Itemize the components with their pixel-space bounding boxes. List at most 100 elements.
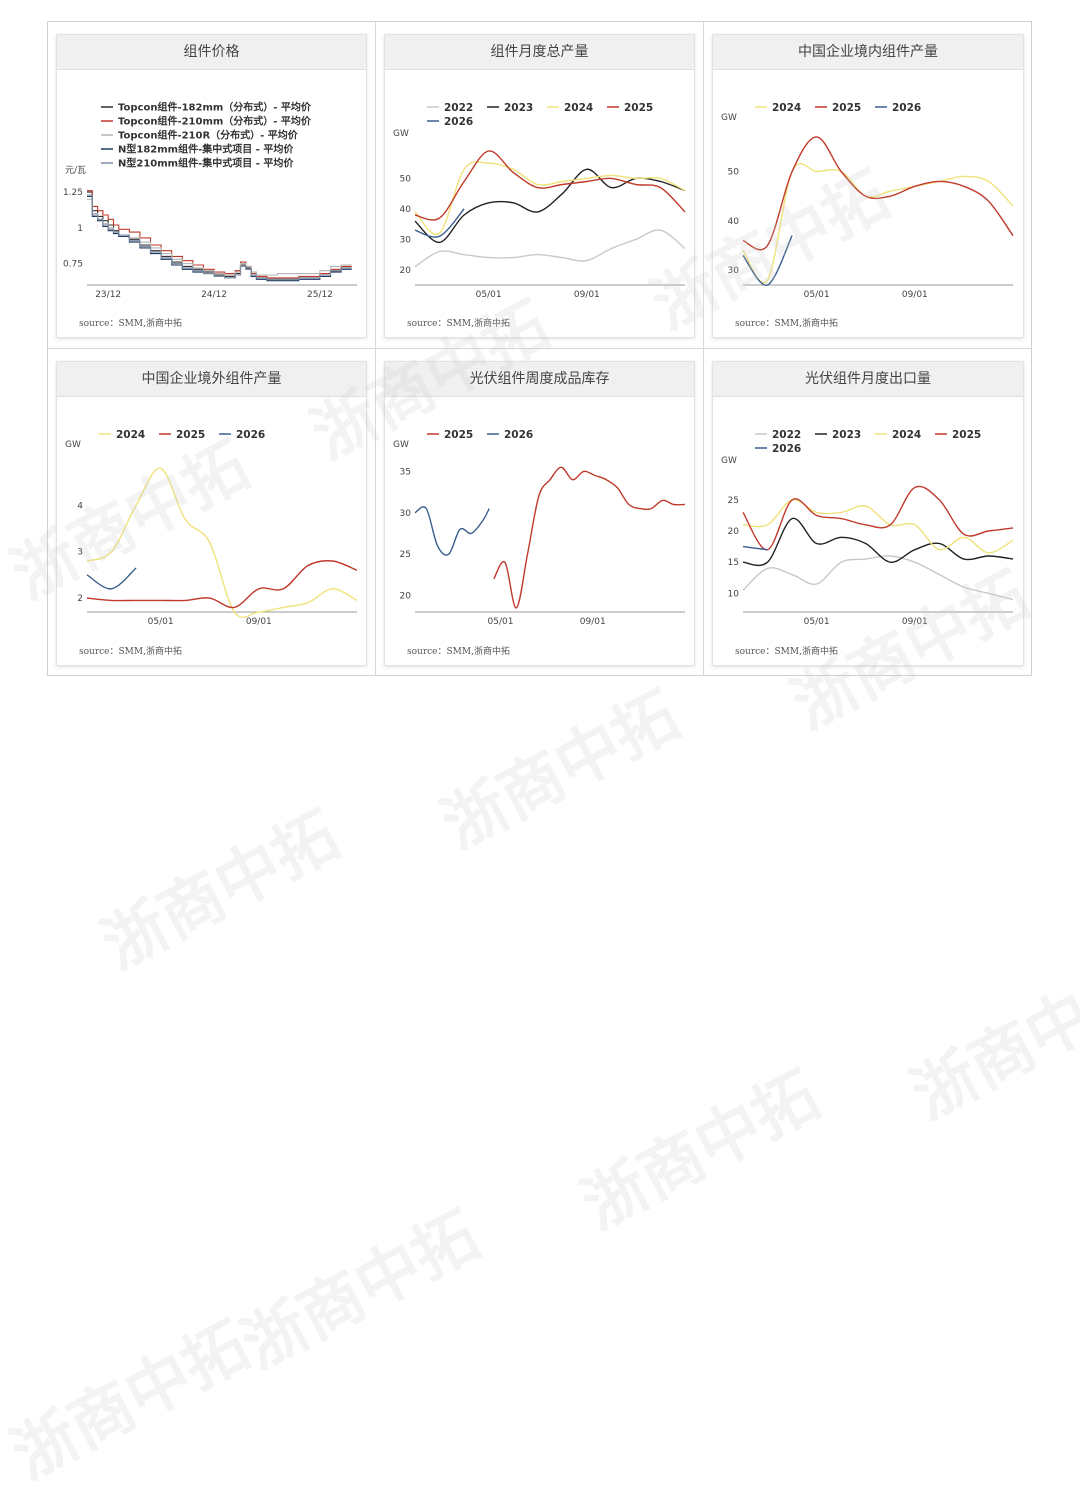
chart-title: 中国企业境内组件产量: [713, 35, 1023, 70]
series-line-2023: [742, 517, 1014, 567]
series-line-N型182mm组件-集中式项目-平均价: [87, 195, 352, 282]
series-line-Topcon组件-210R（分布式）-平均价: [87, 198, 352, 276]
y-axis-label: GW: [393, 440, 409, 450]
x-tick-label: 25/12: [307, 290, 333, 300]
chart-card-module-price: 组件价格 元/瓦 0.75 1 1.25 23/12 24/12 25/12 Topcon组件…: [56, 34, 367, 338]
x-tick-label: 05/01: [488, 617, 514, 627]
series-line-2025: [414, 150, 686, 221]
y-tick-label: 1: [77, 224, 83, 234]
y-axis-label: 元/瓦: [65, 165, 86, 176]
source-note: source：SMM,浙商中拓: [735, 319, 838, 329]
y-tick-label: 35: [400, 467, 411, 477]
chart-grid: 组件价格 元/瓦 0.75 1 1.25 23/12 24/12 25/12 Topcon组件…: [47, 21, 1032, 676]
panel-cell: 光伏组件周度成品库存 GW 20 25 30 35 05/01 09/01 2025 2026 …: [376, 349, 704, 676]
y-tick-label: 1.25: [63, 188, 83, 198]
source-note: source：SMM,浙商中拓: [407, 647, 510, 657]
x-tick-label: 09/01: [574, 290, 600, 300]
chart-overseas-output: GW 2 3 4 05/01 09/01 2024 2025 2026: [65, 429, 358, 627]
x-tick-label: 09/01: [902, 617, 928, 627]
y-tick-label: 0.75: [63, 260, 83, 270]
chart-title: 光伏组件月度出口量: [713, 362, 1023, 397]
legend-label: Topcon组件-210R（分布式）- 平均价: [118, 129, 299, 142]
source-note: source：SMM,浙商中拓: [79, 319, 182, 329]
x-tick-label: 09/01: [246, 617, 272, 627]
series-line-2024: [86, 467, 358, 619]
watermark: 浙商中拓: [230, 1198, 492, 1385]
chart-domestic-output: GW 30 40 50 05/01 09/01 2024 2025 2026: [721, 102, 1014, 300]
legend-label: 2025: [952, 429, 981, 441]
y-tick-label: 50: [400, 174, 412, 184]
watermark: 浙商中拓: [0, 1308, 262, 1495]
series-line-2025: [493, 466, 686, 609]
y-axis-label: GW: [721, 456, 737, 466]
y-tick-label: 20: [728, 527, 740, 537]
legend-label: 2022: [772, 429, 801, 441]
series-line-2026: [742, 235, 793, 286]
y-tick-label: 50: [728, 167, 740, 177]
series-line-N型210mm组件-集中式项目-平均价: [87, 194, 352, 280]
y-axis-label: GW: [65, 440, 81, 450]
legend-label: 2024: [116, 429, 145, 441]
y-tick-label: 30: [400, 235, 412, 245]
legend-label: Topcon组件-210mm（分布式）- 平均价: [118, 115, 312, 128]
legend-label: 2025: [176, 429, 205, 441]
x-tick-label: 24/12: [201, 290, 227, 300]
legend-label: Topcon组件-182mm（分布式）- 平均价: [118, 101, 312, 114]
watermark: 浙商中拓: [570, 1058, 832, 1245]
y-tick-label: 25: [728, 496, 739, 506]
legend-label: 2026: [504, 429, 533, 441]
chart-card-domestic-output: 中国企业境内组件产量 GW 30 40 50 05/01 09/01 2024 2025 202…: [712, 34, 1024, 338]
legend-label: 2024: [564, 102, 593, 114]
legend-label: 2026: [772, 443, 801, 455]
series-line-2024: [742, 499, 1014, 554]
x-tick-label: 05/01: [476, 290, 502, 300]
chart-title: 光伏组件周度成品库存: [385, 362, 694, 397]
y-tick-label: 20: [400, 591, 412, 601]
watermark: 浙商中拓: [900, 948, 1080, 1135]
series-line-Topcon组件-210mm（分布式）-平均价: [87, 190, 352, 279]
x-tick-label: 05/01: [804, 617, 830, 627]
chart-title: 组件价格: [57, 35, 366, 70]
series-line-2026: [414, 506, 490, 556]
legend-label: 2024: [772, 102, 801, 114]
chart-title: 中国企业境外组件产量: [57, 362, 366, 397]
y-tick-label: 40: [728, 217, 740, 227]
legend-label: 2025: [832, 102, 861, 114]
y-tick-label: 30: [728, 266, 740, 276]
watermark: 浙商中拓: [90, 798, 352, 985]
y-axis-label: GW: [721, 113, 737, 123]
chart-card-monthly-output: 组件月度总产量 GW 20 30 40 50 05/01 09/01 2022 2023 2024…: [384, 34, 695, 338]
panel-cell: 中国企业境外组件产量 GW 2 3 4 05/01 09/01 2024 2025 2026 s…: [48, 349, 376, 676]
series-line-2026: [414, 208, 465, 238]
legend-label: N型182mm组件-集中式项目 - 平均价: [118, 143, 294, 156]
y-tick-label: 25: [400, 550, 411, 560]
y-tick-label: 15: [728, 558, 739, 568]
y-tick-label: 10: [728, 589, 740, 599]
legend-label: N型210mm组件-集中式项目 - 平均价: [118, 157, 294, 170]
chart-card-weekly-inventory: 光伏组件周度成品库存 GW 20 25 30 35 05/01 09/01 2025 2026 …: [384, 361, 695, 666]
x-tick-label: 09/01: [580, 617, 606, 627]
legend-label: 2023: [832, 429, 861, 441]
y-tick-label: 3: [77, 548, 83, 558]
series-line-2024: [742, 162, 1014, 284]
y-axis-label: GW: [393, 129, 409, 139]
chart-card-monthly-export: 光伏组件月度出口量 GW 10 15 20 25 05/01 09/01 2022 2023 20…: [712, 361, 1024, 666]
y-tick-label: 4: [77, 501, 83, 511]
series-line-2022: [414, 229, 686, 268]
chart-module-price: 元/瓦 0.75 1 1.25 23/12 24/12 25/12 Topcon组件-182m…: [63, 101, 357, 300]
series-line-2023: [414, 168, 686, 244]
series-line-2026: [742, 545, 768, 551]
x-tick-label: 23/12: [95, 290, 121, 300]
series-line-2025: [86, 560, 358, 609]
chart-card-overseas-output: 中国企业境外组件产量 GW 2 3 4 05/01 09/01 2024 2025 2026 s…: [56, 361, 367, 666]
legend-label: 2024: [892, 429, 921, 441]
x-tick-label: 09/01: [902, 290, 928, 300]
panel-cell: 组件月度总产量 GW 20 30 40 50 05/01 09/01 2022 2023 2024…: [376, 22, 704, 349]
y-tick-label: 2: [77, 594, 83, 604]
series-line-2022: [742, 555, 1014, 601]
x-tick-label: 05/01: [148, 617, 174, 627]
panel-cell: 组件价格 元/瓦 0.75 1 1.25 23/12 24/12 25/12 Topcon组件…: [48, 22, 376, 349]
series-line-2025: [742, 485, 1014, 551]
legend-label: 2025: [624, 102, 653, 114]
